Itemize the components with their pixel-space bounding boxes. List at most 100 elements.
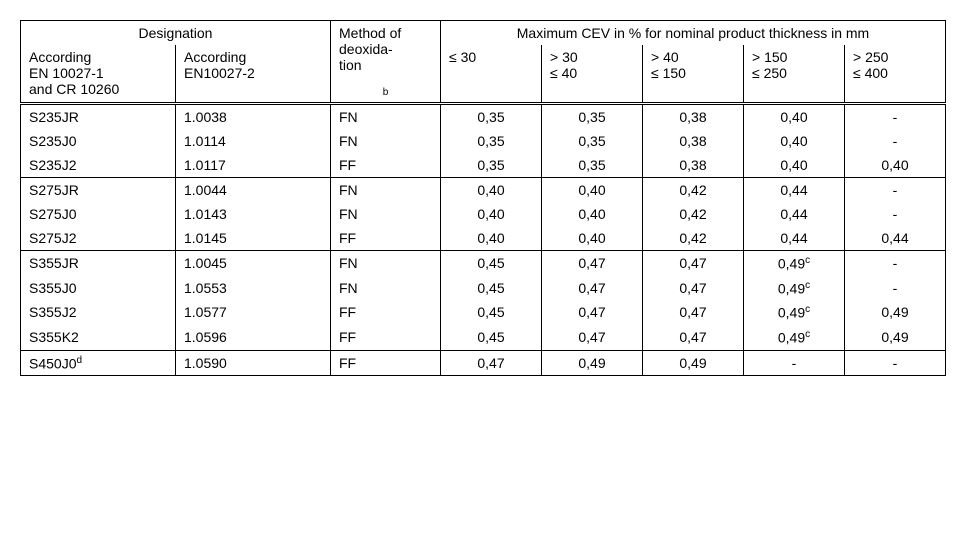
cell-v1: 0,35 bbox=[542, 104, 643, 130]
th-designation: Designation bbox=[21, 21, 331, 46]
th-t1: ≤ 30 bbox=[441, 45, 542, 103]
cell-method: FF bbox=[331, 300, 441, 325]
th-t5: > 250≤ 400 bbox=[845, 45, 946, 103]
cell-v3: 0,49c bbox=[744, 251, 845, 276]
th-t3: > 40≤ 150 bbox=[643, 45, 744, 103]
cell-v4: 0,49 bbox=[845, 325, 946, 350]
cell-v1: 0,40 bbox=[542, 226, 643, 251]
cell-d1: S275JR bbox=[21, 178, 176, 203]
cell-v4: - bbox=[845, 178, 946, 203]
cell-v1: 0,47 bbox=[542, 325, 643, 350]
cell-v3: 0,40 bbox=[744, 104, 845, 130]
cell-d2: 1.0038 bbox=[176, 104, 331, 130]
cell-v0: 0,45 bbox=[441, 276, 542, 301]
cell-v4: - bbox=[845, 202, 946, 226]
cell-v2: 0,42 bbox=[643, 178, 744, 203]
cell-v0: 0,40 bbox=[441, 178, 542, 203]
cell-v0: 0,40 bbox=[441, 202, 542, 226]
hdr-method-sup: b bbox=[339, 87, 432, 98]
cell-method: FF bbox=[331, 153, 441, 178]
cell-v2: 0,38 bbox=[643, 153, 744, 178]
cell-v1: 0,47 bbox=[542, 251, 643, 276]
cell-v2: 0,38 bbox=[643, 104, 744, 130]
th-method: Method of deoxida-tion b bbox=[331, 21, 441, 104]
cell-d2: 1.0114 bbox=[176, 129, 331, 153]
cell-v0: 0,35 bbox=[441, 153, 542, 178]
cell-v3: 0,49c bbox=[744, 276, 845, 301]
th-acc2: AccordingEN10027-2 bbox=[176, 45, 331, 103]
cell-v1: 0,40 bbox=[542, 178, 643, 203]
cell-v2: 0,47 bbox=[643, 325, 744, 350]
cell-v2: 0,42 bbox=[643, 202, 744, 226]
cell-v2: 0,47 bbox=[643, 276, 744, 301]
hdr-cev: Maximum CEV in % for nominal product thi… bbox=[517, 25, 869, 41]
cell-v3: - bbox=[744, 350, 845, 376]
cell-v4: - bbox=[845, 276, 946, 301]
cell-d1: S275J0 bbox=[21, 202, 176, 226]
cell-d2: 1.0145 bbox=[176, 226, 331, 251]
cell-d1: S235JR bbox=[21, 104, 176, 130]
cell-d2: 1.0143 bbox=[176, 202, 331, 226]
cell-method: FN bbox=[331, 276, 441, 301]
cell-v3: 0,44 bbox=[744, 202, 845, 226]
cell-v0: 0,40 bbox=[441, 226, 542, 251]
cell-v3: 0,49c bbox=[744, 325, 845, 350]
cell-d1: S355J0 bbox=[21, 276, 176, 301]
cell-v3: 0,49c bbox=[744, 300, 845, 325]
cell-v0: 0,45 bbox=[441, 251, 542, 276]
cell-method: FN bbox=[331, 129, 441, 153]
cell-v0: 0,35 bbox=[441, 104, 542, 130]
cell-method: FN bbox=[331, 104, 441, 130]
cell-d2: 1.0596 bbox=[176, 325, 331, 350]
cell-v1: 0,49 bbox=[542, 350, 643, 376]
th-acc1: AccordingEN 10027-1and CR 10260 bbox=[21, 45, 176, 103]
cell-v1: 0,40 bbox=[542, 202, 643, 226]
cell-v1: 0,47 bbox=[542, 300, 643, 325]
th-t2: > 30≤ 40 bbox=[542, 45, 643, 103]
cell-d1: S450J0d bbox=[21, 350, 176, 376]
cell-v0: 0,45 bbox=[441, 325, 542, 350]
cell-d2: 1.0590 bbox=[176, 350, 331, 376]
cell-v3: 0,44 bbox=[744, 226, 845, 251]
cell-v2: 0,47 bbox=[643, 251, 744, 276]
cell-d1: S275J2 bbox=[21, 226, 176, 251]
cell-v2: 0,42 bbox=[643, 226, 744, 251]
cell-d2: 1.0044 bbox=[176, 178, 331, 203]
cell-v1: 0,47 bbox=[542, 276, 643, 301]
cell-d2: 1.0553 bbox=[176, 276, 331, 301]
cell-v0: 0,45 bbox=[441, 300, 542, 325]
th-t4: > 150≤ 250 bbox=[744, 45, 845, 103]
cell-v4: - bbox=[845, 129, 946, 153]
cell-v4: 0,40 bbox=[845, 153, 946, 178]
cell-v2: 0,38 bbox=[643, 129, 744, 153]
cell-d1: S235J0 bbox=[21, 129, 176, 153]
cell-v3: 0,40 bbox=[744, 153, 845, 178]
cell-v2: 0,47 bbox=[643, 300, 744, 325]
cell-method: FN bbox=[331, 178, 441, 203]
hdr-designation: Designation bbox=[139, 25, 213, 41]
cell-v3: 0,44 bbox=[744, 178, 845, 203]
cell-method: FF bbox=[331, 226, 441, 251]
cell-v1: 0,35 bbox=[542, 129, 643, 153]
cell-v3: 0,40 bbox=[744, 129, 845, 153]
cell-d2: 1.0577 bbox=[176, 300, 331, 325]
cev-table: Designation Method of deoxida-tion b Maximu… bbox=[20, 20, 946, 376]
cell-v0: 0,35 bbox=[441, 129, 542, 153]
cell-method: FF bbox=[331, 350, 441, 376]
cell-method: FN bbox=[331, 251, 441, 276]
cell-d1: S355JR bbox=[21, 251, 176, 276]
cell-v2: 0,49 bbox=[643, 350, 744, 376]
cell-v0: 0,47 bbox=[441, 350, 542, 376]
cell-v4: - bbox=[845, 350, 946, 376]
cell-method: FN bbox=[331, 202, 441, 226]
hdr-method: Method of deoxida-tion bbox=[339, 25, 401, 73]
cell-v1: 0,35 bbox=[542, 153, 643, 178]
th-cev: Maximum CEV in % for nominal product thi… bbox=[441, 21, 946, 46]
cell-d1: S355J2 bbox=[21, 300, 176, 325]
cell-v4: 0,44 bbox=[845, 226, 946, 251]
cell-d2: 1.0117 bbox=[176, 153, 331, 178]
cell-d2: 1.0045 bbox=[176, 251, 331, 276]
cell-v4: 0,49 bbox=[845, 300, 946, 325]
cell-v4: - bbox=[845, 251, 946, 276]
cell-d1: S235J2 bbox=[21, 153, 176, 178]
